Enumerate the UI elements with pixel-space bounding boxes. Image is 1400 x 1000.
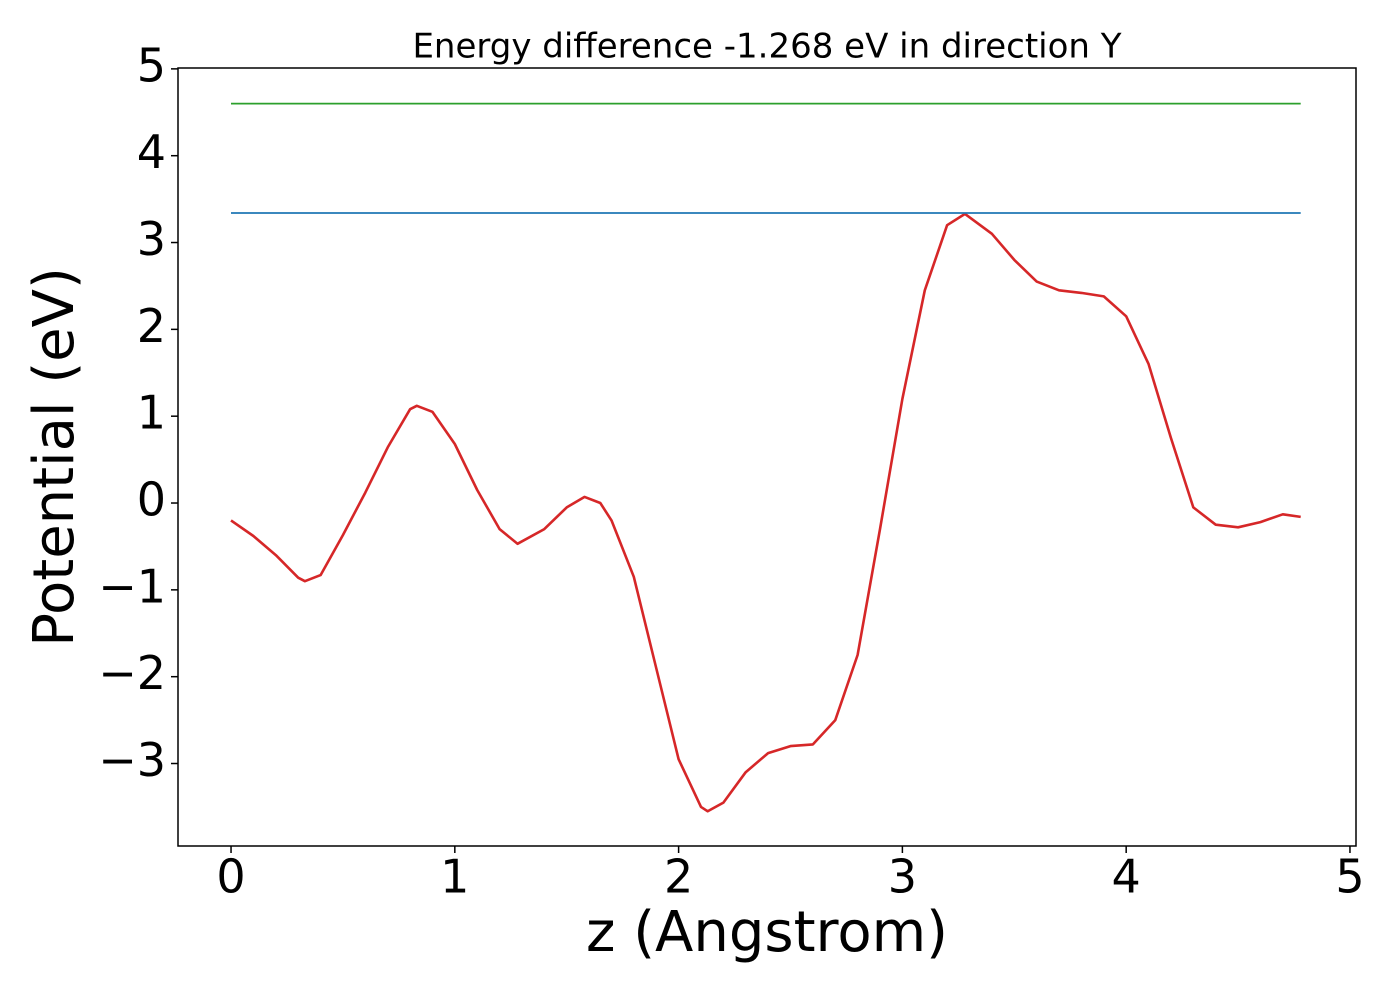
x-tick-label: 4	[1112, 850, 1141, 904]
y-axis-label: Potential (eV)	[22, 267, 87, 647]
y-tick-label: −3	[98, 733, 166, 787]
x-tick-label: 5	[1335, 850, 1364, 904]
y-tick-label: 1	[137, 386, 166, 440]
y-tick-label: 0	[137, 473, 166, 527]
y-tick-label: −1	[98, 559, 166, 613]
x-tick-label: 1	[440, 850, 469, 904]
series-line	[230, 212, 1301, 813]
x-axis-label: z (Angstrom)	[586, 900, 948, 965]
y-tick-label: 2	[137, 299, 166, 353]
y-tick-label: 3	[137, 212, 166, 266]
y-tick-label: −2	[98, 646, 166, 700]
y-tick-label: 5	[137, 38, 166, 92]
chart-title: Energy difference -1.268 eV in direction…	[412, 27, 1121, 67]
x-tick-label: 3	[888, 850, 917, 904]
plot-frame	[177, 67, 1357, 847]
y-tick-label: 4	[137, 125, 166, 179]
x-tick-label: 2	[664, 850, 693, 904]
x-tick-label: 0	[216, 850, 245, 904]
